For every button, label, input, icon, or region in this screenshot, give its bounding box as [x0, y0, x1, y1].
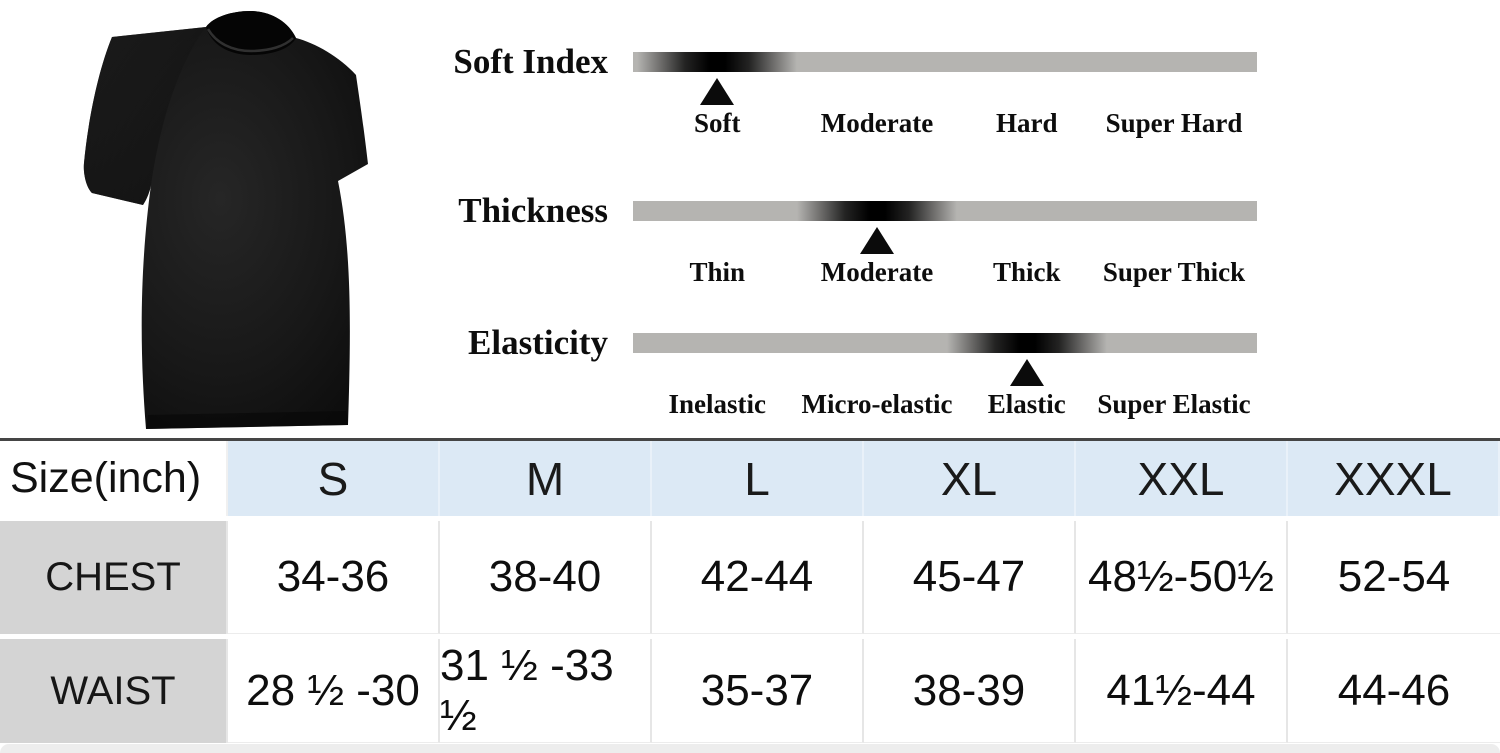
chest-value-s: 34-36 [228, 521, 440, 634]
scale-label: Elastic [987, 389, 1066, 419]
scale-label: Hard [995, 108, 1058, 138]
scale-marker-triangle-icon [700, 78, 734, 105]
scale-bar [633, 333, 1257, 353]
scale-marker-triangle-icon [860, 227, 894, 254]
scale-labels: Inelastic Micro-elastic Elastic Super El… [633, 389, 1257, 421]
chest-value-xxxl: 52-54 [1288, 521, 1500, 634]
scale-bar [633, 52, 1257, 72]
scale-value-blob [637, 52, 797, 72]
scale-label: Thin [689, 257, 746, 287]
scale-value-blob [947, 333, 1107, 353]
column-header-l: L [652, 441, 864, 516]
waist-value-m: 31 ½ -33 ½ [440, 639, 652, 743]
scale-labels: Soft Moderate Hard Super Hard [633, 108, 1257, 140]
chest-value-xl: 45-47 [864, 521, 1076, 634]
size-unit-header: Size(inch) [0, 441, 228, 516]
column-header-m: M [440, 441, 652, 516]
scale-label: Micro-elastic [801, 389, 953, 419]
waist-value-xxxl: 44-46 [1288, 639, 1500, 743]
chest-value-m: 38-40 [440, 521, 652, 634]
waist-value-s: 28 ½ -30 [228, 639, 440, 743]
tshirt-left-sleeve-shade [83, 27, 206, 205]
scale-bar [633, 201, 1257, 221]
scale-value-blob [797, 201, 957, 221]
bottom-edge-strip [0, 744, 1500, 753]
tshirt-hem-shadow [146, 411, 348, 429]
scale-labels: Thin Moderate Thick Super Thick [633, 257, 1257, 289]
scale-marker-triangle-icon [1010, 359, 1044, 386]
waist-value-l: 35-37 [652, 639, 864, 743]
row-label-chest: CHEST [0, 521, 228, 634]
chest-value-xxl: 48½-50½ [1076, 521, 1288, 634]
scale-label: Super Thick [1102, 257, 1246, 287]
column-header-xl: XL [864, 441, 1076, 516]
scale-label: Super Elastic [1097, 389, 1251, 419]
scale-title: Elasticity [468, 323, 608, 362]
tshirt-collar [206, 11, 296, 55]
chest-value-l: 42-44 [652, 521, 864, 634]
scale-title: Soft Index [453, 42, 608, 81]
waist-value-xxl: 41½-44 [1076, 639, 1288, 743]
column-header-xxl: XXL [1076, 441, 1288, 516]
scale-label: Moderate [820, 108, 934, 138]
waist-value-xl: 38-39 [864, 639, 1076, 743]
scale-label: Super Hard [1105, 108, 1243, 138]
tshirt-collar-rim [206, 28, 294, 53]
scale-label: Thick [992, 257, 1061, 287]
scale-label: Moderate [820, 257, 934, 287]
scale-label: Soft [693, 108, 741, 138]
column-header-s: S [228, 441, 440, 516]
row-label-waist: WAIST [0, 639, 228, 743]
size-chart-table: Size(inch) S M L XL XXL XXXL CHEST 34-36… [0, 438, 1500, 743]
tshirt-product-image [83, 11, 369, 429]
scale-title: Thickness [458, 191, 608, 230]
column-header-xxxl: XXXL [1288, 441, 1500, 516]
scale-label: Inelastic [668, 389, 766, 419]
